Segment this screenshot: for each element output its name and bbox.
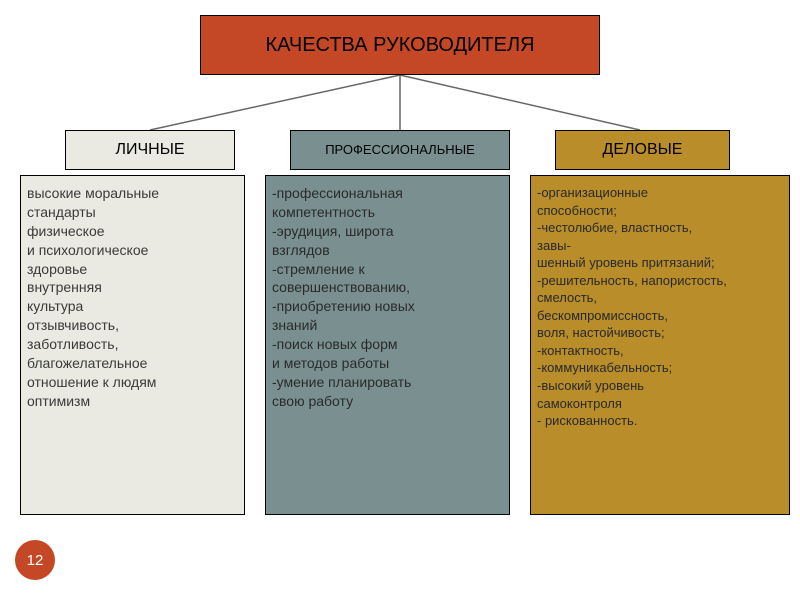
- category-label: ПРОФЕССИОНАЛЬНЫЕ: [325, 143, 475, 157]
- content-line: способности;: [537, 202, 783, 220]
- content-line: -высокий уровень: [537, 377, 783, 395]
- content-line: шенный уровень притязаний;: [537, 254, 783, 272]
- content-line: -умение планировать: [272, 373, 503, 392]
- content-line: воля, настойчивость;: [537, 324, 783, 342]
- content-line: -стремление к: [272, 260, 503, 279]
- content-line: -поиск новых форм: [272, 335, 503, 354]
- content-line: отзывчивость,: [27, 316, 238, 335]
- content-line: высокие моральные: [27, 184, 238, 203]
- content-line: внутренняя: [27, 278, 238, 297]
- category-professional: ПРОФЕССИОНАЛЬНЫЕ: [290, 130, 510, 170]
- content-line: -честолюбие, властность,: [537, 219, 783, 237]
- content-line: -контактность,: [537, 342, 783, 360]
- content-line: -приобретению новых: [272, 297, 503, 316]
- content-line: культура: [27, 297, 238, 316]
- connector-lines: [0, 75, 800, 135]
- content-line: благожелательное: [27, 354, 238, 373]
- content-line: физическое: [27, 222, 238, 241]
- content-line: бескомпромиссность,: [537, 307, 783, 325]
- content-line: знаний: [272, 316, 503, 335]
- content-line: стандарты: [27, 203, 238, 222]
- content-line: смелость,: [537, 289, 783, 307]
- content-line: -эрудиция, широта: [272, 222, 503, 241]
- content-line: отношение к людям: [27, 373, 238, 392]
- content-line: самоконтроля: [537, 395, 783, 413]
- category-personal: ЛИЧНЫЕ: [65, 130, 235, 170]
- content-line: и методов работы: [272, 354, 503, 373]
- content-line: - рискованность.: [537, 412, 783, 430]
- content-line: завы-: [537, 237, 783, 255]
- content-line: здоровье: [27, 260, 238, 279]
- content-personal: высокие моральныестандартыфизическоеи пс…: [20, 175, 245, 515]
- category-label: ЛИЧНЫЕ: [115, 141, 184, 159]
- category-label: ДЕЛОВЫЕ: [603, 141, 683, 159]
- title-box: КАЧЕСТВА РУКОВОДИТЕЛЯ: [200, 15, 600, 75]
- page-number: 12: [27, 552, 44, 569]
- content-line: -коммуникабельность;: [537, 359, 783, 377]
- content-business: -организационныеспособности;-честолюбие,…: [530, 175, 790, 515]
- page-number-badge: 12: [15, 540, 55, 580]
- content-line: -профессиональная: [272, 184, 503, 203]
- title-text: КАЧЕСТВА РУКОВОДИТЕЛЯ: [265, 34, 534, 57]
- content-professional: -профессиональнаякомпетентность-эрудиция…: [265, 175, 510, 515]
- content-line: совершенствованию,: [272, 278, 503, 297]
- content-line: свою работу: [272, 392, 503, 411]
- content-line: заботливость,: [27, 335, 238, 354]
- content-line: оптимизм: [27, 392, 238, 411]
- content-line: -решительность, напористость,: [537, 272, 783, 290]
- content-line: взглядов: [272, 241, 503, 260]
- content-line: и психологическое: [27, 241, 238, 260]
- category-business: ДЕЛОВЫЕ: [555, 130, 730, 170]
- content-line: компетентность: [272, 203, 503, 222]
- content-line: -организационные: [537, 184, 783, 202]
